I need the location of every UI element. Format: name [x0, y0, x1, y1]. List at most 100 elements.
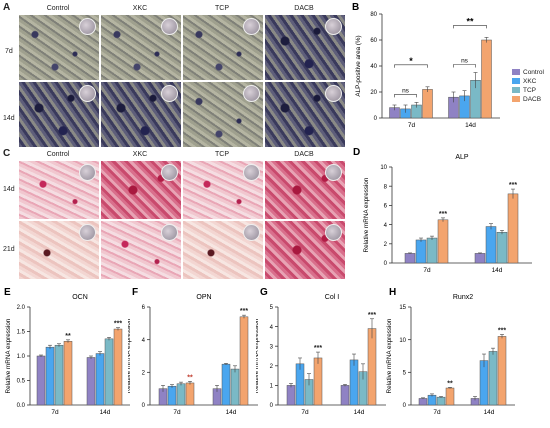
legend-label: TCP — [523, 87, 536, 94]
annotation-significance: *** — [114, 321, 122, 328]
well-inset-icon — [79, 164, 96, 181]
bar-xkc-14d — [221, 363, 231, 406]
y-tick-label: 5 — [270, 305, 274, 311]
bar-control-7d — [286, 385, 296, 406]
y-tick-label: 5 — [403, 371, 407, 377]
bar-tcp-7d — [426, 237, 438, 264]
x-tick-label: 14d — [484, 409, 495, 416]
bar-tcp-7d — [54, 344, 64, 406]
panel-c-col-control: Control — [46, 151, 70, 158]
bar-dacb-7d — [422, 89, 433, 119]
annotation-significance: *** — [314, 345, 322, 352]
bar-tcp-14d — [230, 368, 240, 406]
x-tick-label: 7d — [301, 409, 309, 416]
annotation-ns: ns — [461, 58, 469, 65]
bar-tcp-14d — [496, 232, 508, 264]
bar-dacb-14d — [507, 193, 519, 264]
panel-letter: G — [260, 287, 268, 298]
y-tick-label: 4 — [270, 325, 274, 331]
well-inset-icon — [325, 224, 342, 241]
annotation-significance: * — [409, 56, 413, 66]
well-inset-icon — [243, 164, 260, 181]
panel-c-letter: C — [3, 148, 11, 159]
bar-dacb-14d — [239, 316, 249, 406]
y-tick-label: 0.0 — [17, 403, 26, 409]
bar-control-14d — [86, 357, 96, 406]
micrograph-ars-tcp-14d — [182, 160, 264, 220]
chart-h-runx2: H Runx2 0 5 10 15 Relative mRNA expression 7d 14… — [386, 287, 515, 416]
panel-letter: F — [132, 287, 138, 298]
y-axis-label: Relative mRNA expression — [386, 318, 393, 393]
bar-dacb-14d — [481, 39, 492, 119]
comparison-bracket — [394, 94, 417, 98]
y-axis-label: Relative mRNA expression — [256, 318, 260, 393]
chart-d-alp-mrna: D ALP 0 2 4 6 8 10 Relative mRNA expression 7d 14d… — [353, 147, 532, 274]
well-inset-icon — [79, 224, 96, 241]
chart-e-ocn: E OCN 0.0 0.5 1.0 1.5 2.0 Relative mRNA express… — [4, 287, 130, 416]
legend-swatch — [512, 87, 520, 94]
panel-c-row-21d: 21d — [3, 246, 15, 253]
bar-dacb-7d — [63, 341, 73, 406]
y-tick-label: 2 — [142, 371, 146, 377]
bar-control-14d — [340, 385, 350, 406]
well-inset-icon — [161, 224, 178, 241]
chart-b-alp-area: B 0 20 40 60 80 ALP-positive area (%) 7d 14d ns * n… — [352, 2, 500, 129]
well-inset-icon — [243, 224, 260, 241]
y-tick-label: 0 — [270, 403, 274, 409]
well-inset-icon — [325, 85, 342, 102]
bar-control-7d — [36, 355, 46, 406]
x-tick-label: 14d — [354, 409, 365, 416]
micrograph-alp-tcp-7d — [182, 14, 264, 81]
x-tick-label: 7d — [408, 122, 416, 129]
y-tick-label: 0.5 — [17, 379, 26, 385]
y-tick-label: 6 — [142, 305, 146, 311]
chart-title: ALP — [455, 154, 469, 161]
bar-dacb-7d — [445, 387, 455, 406]
y-tick-label: 1 — [270, 384, 274, 390]
bar-xkc-7d — [295, 363, 305, 406]
y-tick-label: 1.0 — [17, 354, 26, 360]
micrograph-alp-control-7d — [18, 14, 100, 81]
well-inset-icon — [325, 18, 342, 35]
x-tick-label: 14d — [226, 409, 237, 416]
chart-title: Col I — [325, 294, 339, 301]
y-tick-label: 8 — [384, 184, 388, 190]
well-inset-icon — [161, 164, 178, 181]
panel-letter: H — [389, 287, 396, 298]
bar-xkc-14d — [479, 360, 489, 406]
bar-tcp-7d — [176, 383, 186, 406]
y-tick-label: 10 — [399, 338, 406, 344]
annotation-ns: ns — [402, 87, 410, 94]
x-tick-label: 14d — [465, 122, 476, 129]
panel-a-col-control: Control — [46, 5, 70, 12]
comparison-bracket — [453, 64, 476, 68]
bar-tcp-7d — [436, 396, 446, 406]
y-axis-label: Relative mRNA expression — [363, 177, 370, 252]
bar-xkc-7d — [427, 394, 437, 406]
panel-letter: E — [4, 287, 11, 298]
panel-letter: B — [352, 2, 359, 13]
legend-label: DACB — [523, 96, 542, 103]
y-tick-label: 2 — [270, 364, 274, 370]
y-axis-label: Relative mRNA expression — [5, 318, 12, 393]
well-inset-icon — [79, 85, 96, 102]
y-tick-label: 1.5 — [17, 330, 26, 336]
panel-letter: D — [353, 147, 360, 158]
bar-xkc-7d — [415, 239, 427, 264]
well-inset-icon — [79, 18, 96, 35]
y-tick-label: 2 — [384, 242, 388, 248]
x-tick-label: 14d — [100, 409, 111, 416]
bar-dacb-7d — [437, 219, 449, 264]
chart-title: Runx2 — [453, 294, 473, 301]
y-tick-label: 15 — [399, 305, 406, 311]
annotation-significance: ** — [65, 333, 71, 340]
micrograph-alp-dacb-7d — [264, 14, 346, 81]
annotation-significance: *** — [368, 312, 376, 319]
bar-dacb-7d — [185, 382, 195, 406]
bar-xkc-7d — [167, 385, 177, 406]
y-tick-label: 60 — [370, 38, 377, 44]
chart-title: OPN — [196, 294, 211, 301]
panel-c-col-tcp: TCP — [215, 151, 229, 158]
legend-label: Control — [523, 69, 544, 76]
